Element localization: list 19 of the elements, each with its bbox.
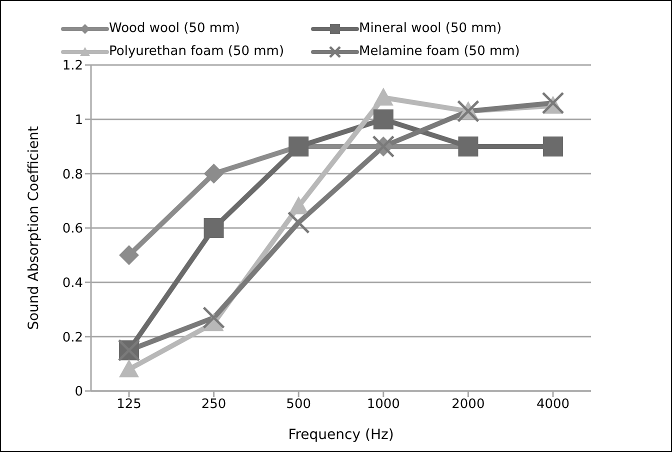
- x-tick-label: 500: [286, 397, 312, 412]
- x-tick-label: 2000: [452, 397, 485, 412]
- x-tick-label: 1000: [366, 397, 400, 412]
- legend-label: Melamine foam (50 mm): [359, 44, 520, 59]
- legend-label: Polyurethan foam (50 mm): [109, 44, 284, 59]
- x-tick-label: 125: [116, 397, 142, 412]
- x-tick-label: 4000: [536, 397, 570, 412]
- legend-label: Mineral wool (50 mm): [359, 21, 502, 36]
- legend-label: Wood wool (50 mm): [109, 21, 240, 36]
- y-tick-label: 0.2: [62, 330, 83, 346]
- x-tick-label: 250: [201, 397, 226, 412]
- y-axis-title: Sound Absorption Coefficient: [26, 126, 42, 330]
- y-tick-label: 0.6: [62, 222, 83, 237]
- y-tick-label: 1: [74, 112, 83, 128]
- y-tick-label: 0.8: [62, 167, 83, 182]
- x-axis-title: Frequency (Hz): [288, 427, 394, 443]
- y-tick-label: 1.2: [62, 58, 83, 74]
- y-tick-label: 0: [74, 384, 83, 400]
- y-tick-label: 0.4: [62, 276, 83, 291]
